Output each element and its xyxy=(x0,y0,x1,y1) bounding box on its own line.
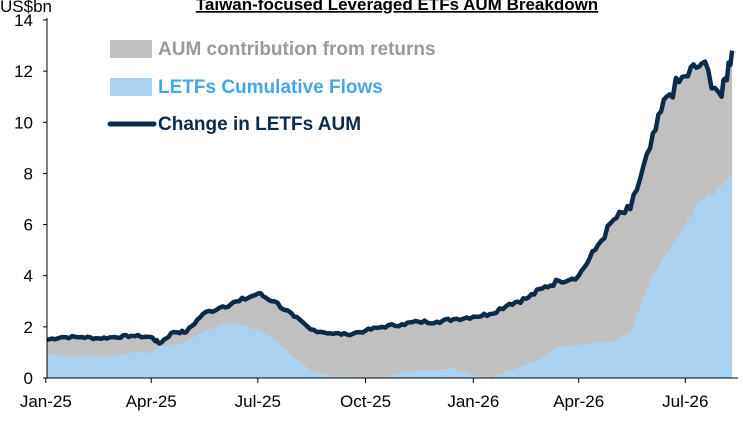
y-tick-label: 10 xyxy=(14,113,33,132)
plot-areas xyxy=(47,50,733,378)
x-tick-label: Jul-25 xyxy=(235,392,281,411)
y-tick-label: 8 xyxy=(24,164,33,183)
legend-swatch-flows xyxy=(110,78,152,96)
axes: 0 2 4 6 8 10 12 14 Jan-25 Apr-25 Jul-25 Oct-25 Jan-2… xyxy=(14,11,738,411)
area-cumulative-flows xyxy=(47,173,733,378)
x-tick-label: Jan-26 xyxy=(447,392,499,411)
legend-label-line: Change in LETFs AUM xyxy=(158,114,361,135)
y-tick-label: 12 xyxy=(14,62,33,81)
legend-label-flows: LETFs Cumulative Flows xyxy=(158,77,383,98)
line-change-in-aum xyxy=(46,50,735,346)
y-tick-label: 14 xyxy=(14,11,33,30)
x-tick-label: Apr-26 xyxy=(553,392,604,411)
legend-swatch-returns xyxy=(110,40,152,58)
x-tick-label: Jan-25 xyxy=(20,392,72,411)
legend: AUM contribution from returns LETFs Cumul… xyxy=(107,39,436,135)
plot-line xyxy=(46,50,735,346)
y-tick-label: 4 xyxy=(24,267,33,286)
x-tick-label: Jul-26 xyxy=(662,392,708,411)
y-tick-label: 2 xyxy=(24,318,33,337)
x-tick-label: Apr-25 xyxy=(126,392,177,411)
chart-title: Taiwan-focused Leveraged ETFs AUM Breakd… xyxy=(196,0,598,14)
y-tick-label: 0 xyxy=(24,369,33,388)
area-aum-returns xyxy=(47,50,733,378)
x-tick-label: Oct-25 xyxy=(340,392,391,411)
y-axis-label: US$bn xyxy=(0,0,52,16)
y-tick-label: 6 xyxy=(24,216,33,235)
legend-label-returns: AUM contribution from returns xyxy=(158,39,436,60)
